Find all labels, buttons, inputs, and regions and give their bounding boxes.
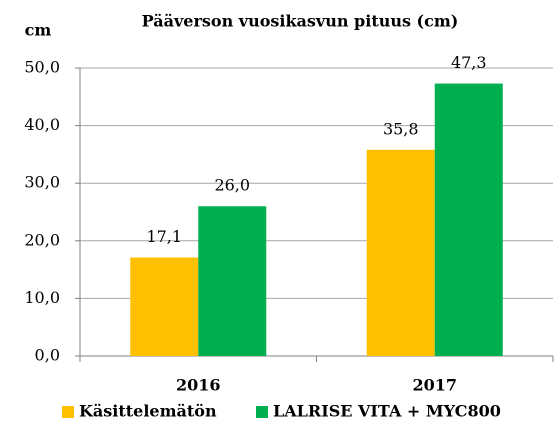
y-tick-label: 0,0 [35,346,60,365]
y-axis-label: cm [25,21,52,40]
y-tick-label: 30,0 [24,173,60,192]
x-tick-label: 2016 [176,376,221,395]
y-tick-label: 10,0 [24,288,60,307]
y-tick-label: 40,0 [24,115,60,134]
value-label: 35,8 [383,119,419,138]
bar [198,206,267,356]
legend-swatch [256,406,268,418]
legend-label: Käsittelemätön [79,402,217,421]
bar [130,257,199,356]
bar [434,83,503,356]
bar [366,149,435,356]
chart-title: Pääverson vuosikasvun pituus (cm) [142,12,459,31]
legend-label: LALRISE VITA + MYC800 [273,402,501,421]
y-tick-label: 50,0 [24,58,60,77]
legend-swatch [62,406,74,418]
x-tick-label: 2017 [412,376,457,395]
value-label: 26,0 [214,176,250,195]
y-tick-label: 20,0 [24,230,60,249]
value-label: 47,3 [451,53,487,72]
value-label: 17,1 [146,227,182,246]
